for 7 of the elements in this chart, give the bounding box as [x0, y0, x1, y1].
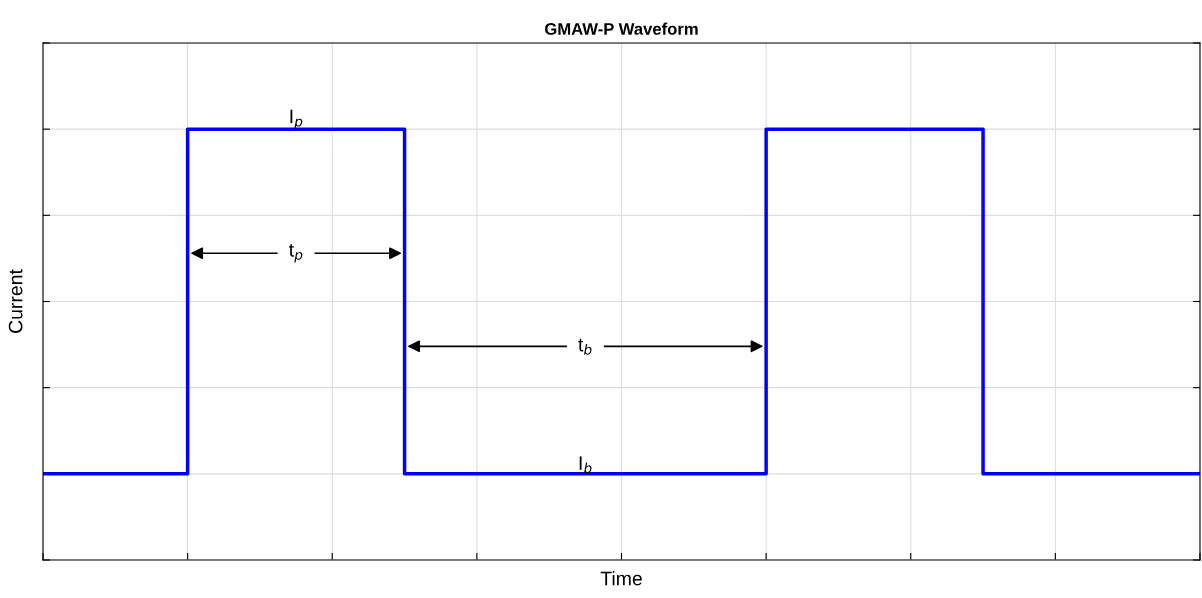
- y-axis-title: Current: [8, 269, 23, 333]
- annotation: t$_{b}$: [578, 338, 592, 355]
- annotation: t$_{p}$: [289, 243, 303, 263]
- x-axis-title: Time: [600, 571, 642, 586]
- text: I$_{p}$: [290, 109, 303, 130]
- annotation: I$_{b}$: [579, 456, 592, 474]
- chart-title: GMAW-P Waveform: [545, 22, 698, 35]
